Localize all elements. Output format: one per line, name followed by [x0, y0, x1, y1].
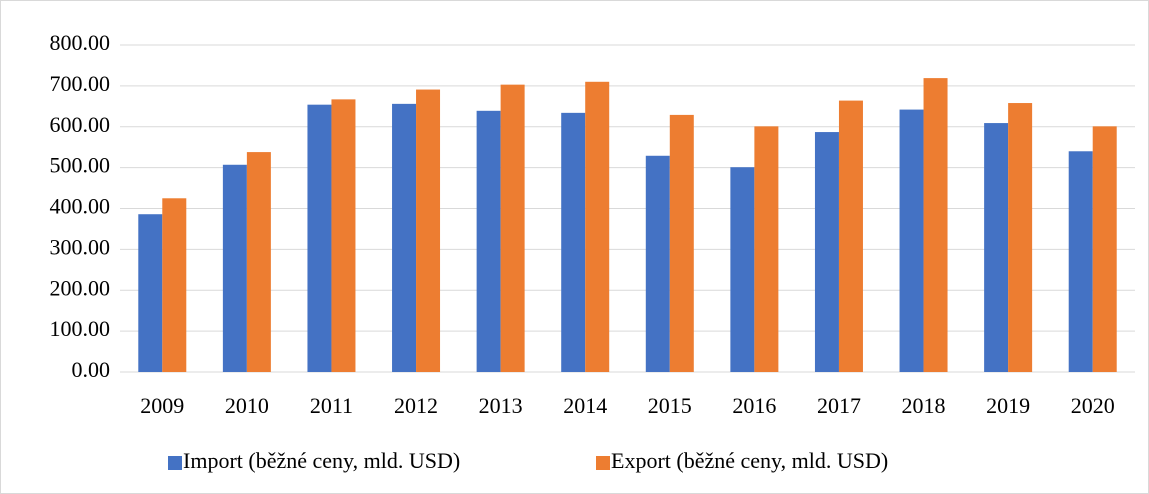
y-tick-label: 200.00 — [50, 275, 111, 300]
x-tick-label: 2016 — [732, 393, 776, 418]
bar — [838, 100, 863, 372]
bar — [561, 112, 586, 372]
bar — [222, 164, 247, 372]
x-tick-label: 2012 — [394, 393, 438, 418]
bar — [1092, 126, 1117, 372]
legend-label: Export (běžné ceny, mld. USD) — [611, 448, 888, 473]
legend-swatch — [168, 456, 182, 470]
x-tick-label: 2009 — [140, 393, 184, 418]
x-tick-label: 2014 — [563, 393, 607, 418]
y-tick-label: 700.00 — [50, 71, 111, 96]
bar — [162, 198, 187, 372]
y-tick-label: 800.00 — [50, 30, 111, 55]
bar — [246, 152, 271, 372]
x-tick-label: 2018 — [902, 393, 946, 418]
bar — [984, 123, 1009, 372]
bar — [754, 126, 779, 372]
x-tick-label: 2011 — [310, 393, 353, 418]
legend-swatch — [596, 456, 610, 470]
y-tick-label: 0.00 — [72, 357, 111, 382]
bar — [1068, 151, 1093, 372]
bar — [669, 114, 694, 373]
bar — [476, 110, 501, 372]
y-tick-label: 600.00 — [50, 112, 111, 137]
x-tick-label: 2010 — [225, 393, 269, 418]
bar — [1008, 103, 1033, 372]
legend-label: Import (běžné ceny, mld. USD) — [183, 448, 460, 473]
bar — [138, 214, 163, 372]
x-tick-label: 2020 — [1071, 393, 1115, 418]
bar — [730, 167, 755, 372]
x-tick-label: 2015 — [648, 393, 692, 418]
bar — [416, 89, 441, 373]
bar — [500, 84, 525, 373]
bar — [585, 81, 610, 372]
x-tick-label: 2013 — [479, 393, 523, 418]
y-tick-label: 400.00 — [50, 194, 111, 219]
bar — [307, 104, 332, 373]
bar — [331, 99, 356, 373]
bar — [645, 155, 670, 372]
bar — [814, 132, 839, 372]
x-tick-label: 2019 — [986, 393, 1030, 418]
bar — [392, 103, 417, 373]
x-tick-label: 2017 — [817, 393, 861, 418]
bar — [899, 109, 924, 373]
y-tick-label: 500.00 — [50, 153, 111, 178]
bar — [923, 78, 948, 372]
y-tick-label: 100.00 — [50, 316, 111, 341]
y-tick-label: 300.00 — [50, 234, 111, 259]
